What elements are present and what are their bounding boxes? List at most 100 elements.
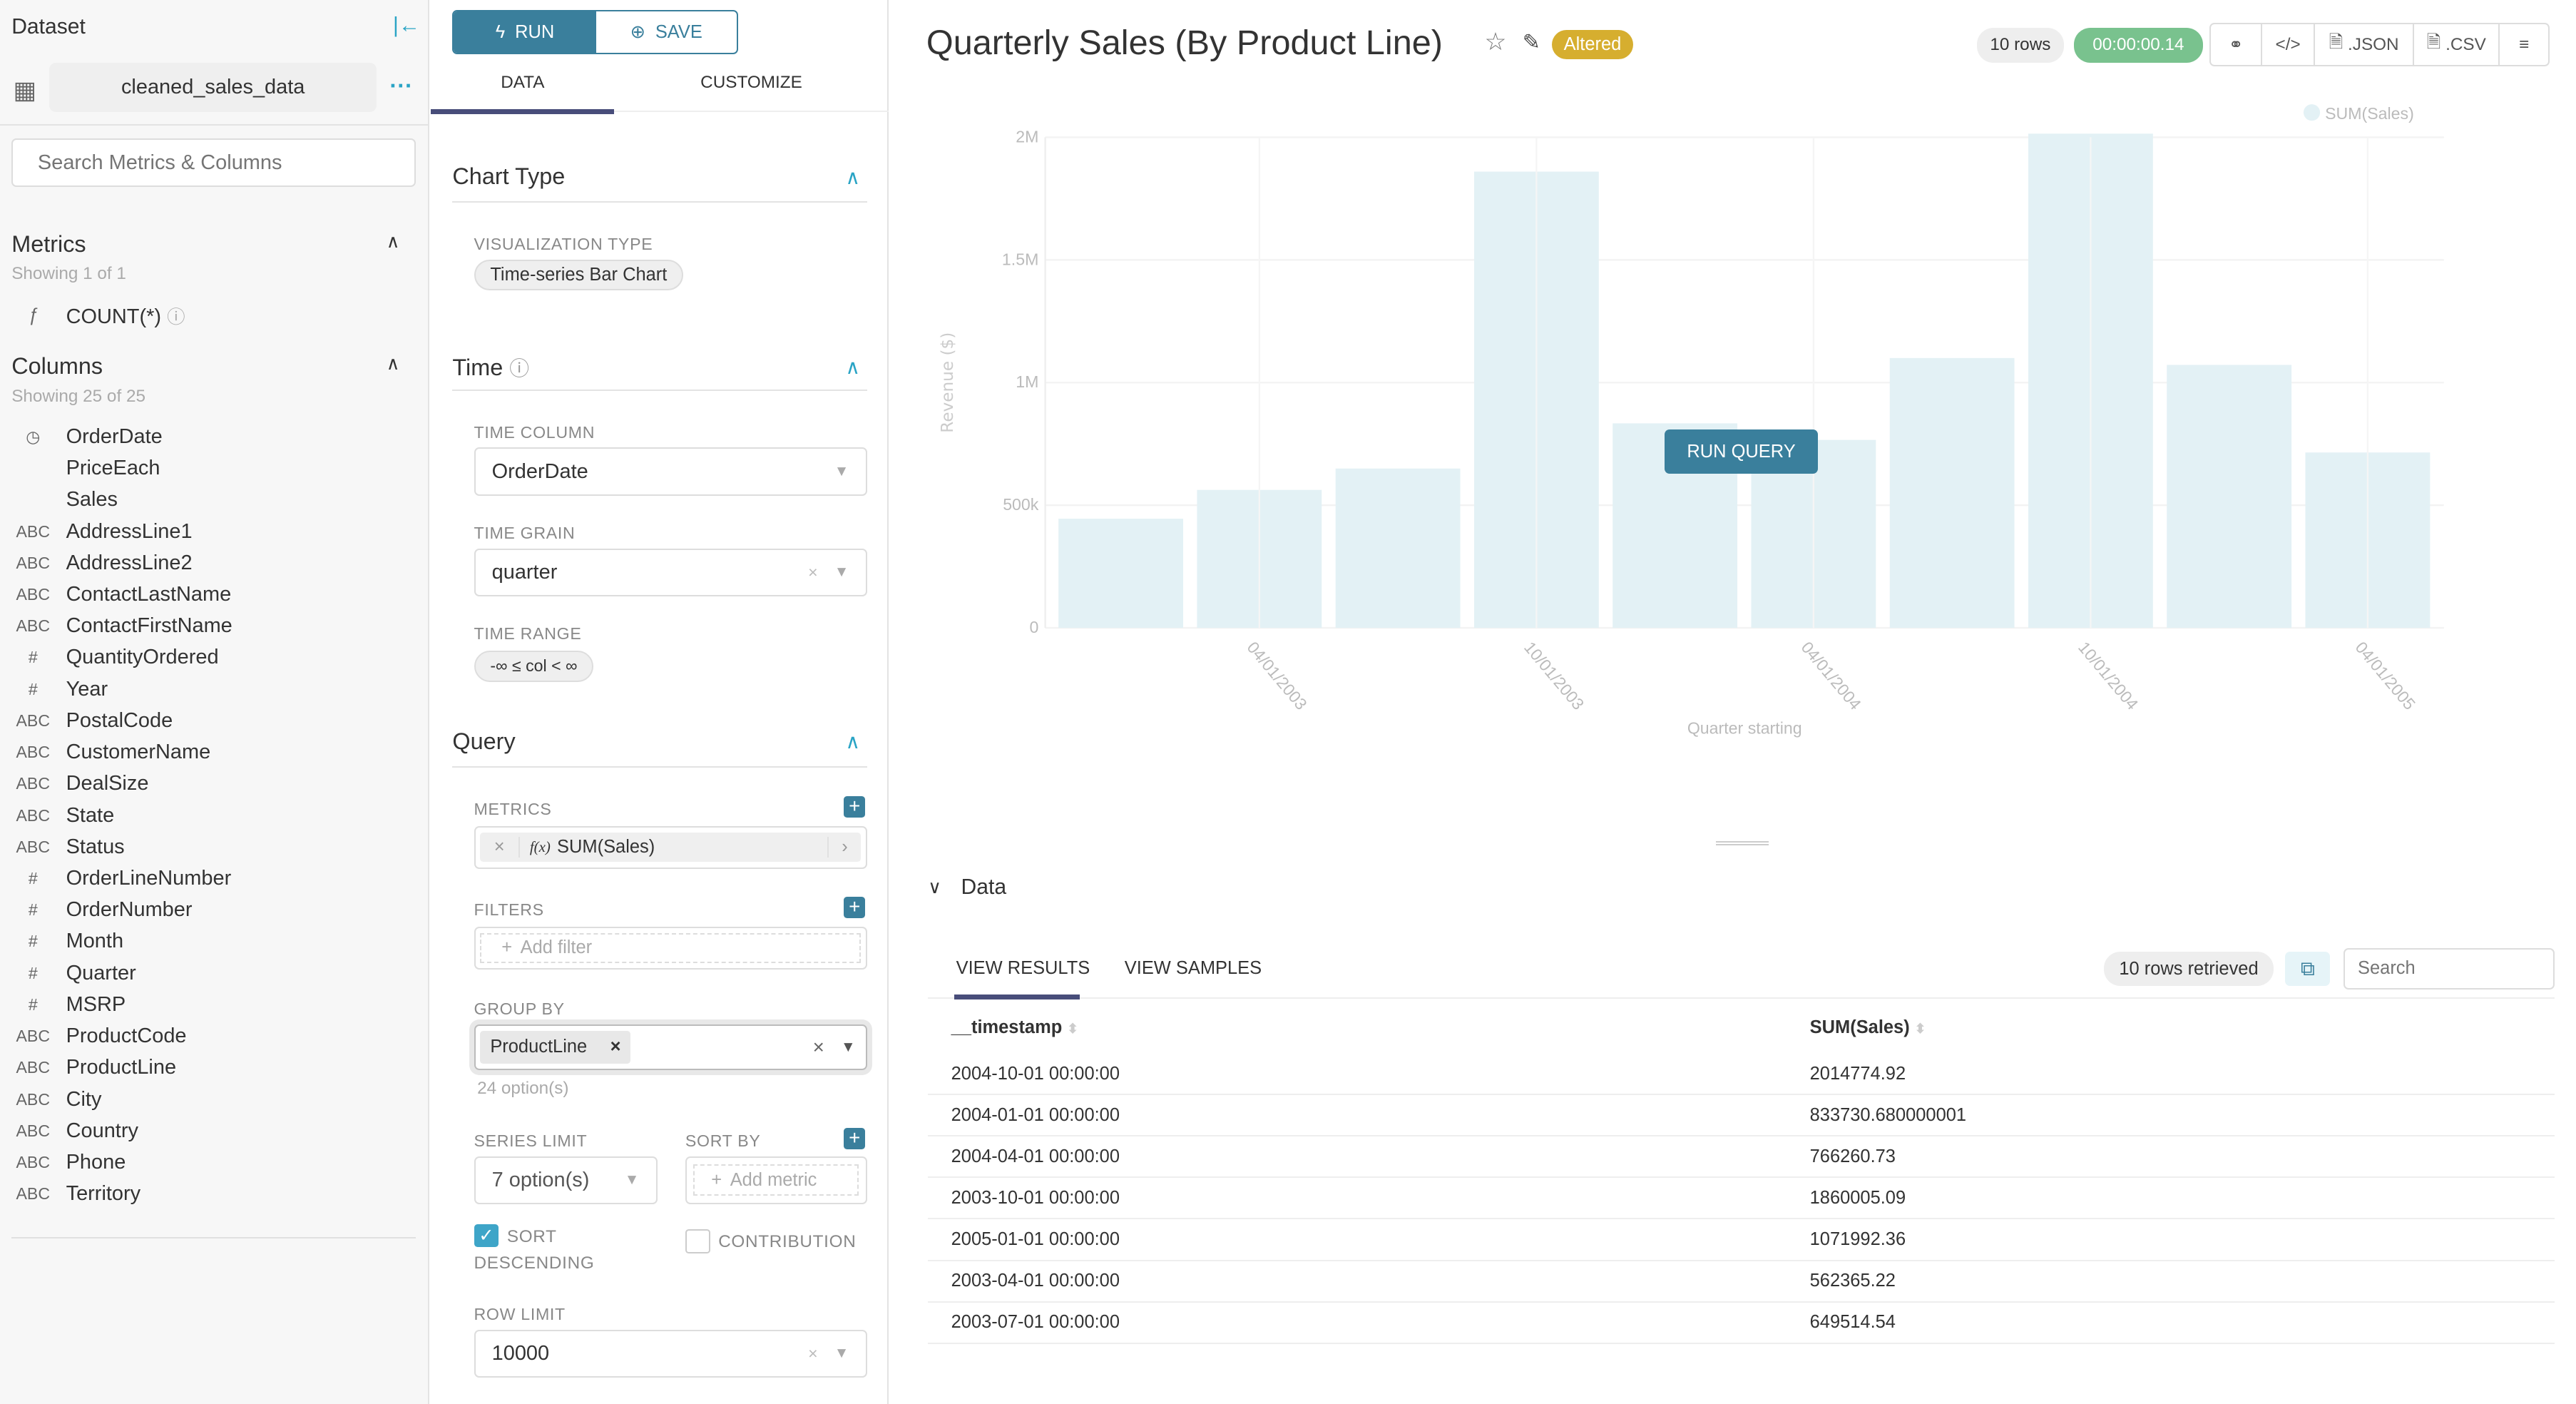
save-button[interactable]: ⊕ SAVE xyxy=(596,11,737,54)
clear-icon[interactable]: × xyxy=(808,1343,818,1363)
export-csv-button[interactable]: 🗎 .CSV xyxy=(2414,23,2500,66)
clear-icon[interactable]: × xyxy=(808,562,818,581)
column-item[interactable]: ABC Country xyxy=(0,1115,413,1146)
search-metrics-input[interactable] xyxy=(11,138,416,187)
column-item[interactable]: ABC Status xyxy=(0,831,413,863)
chart-area xyxy=(889,0,2576,1404)
table-cell: 2004-10-01 00:00:00 xyxy=(951,1063,1120,1084)
column-label: ContactFirstName xyxy=(66,614,232,638)
chevron-up-icon[interactable]: ∧ xyxy=(386,354,400,375)
column-item[interactable]: ABC AddressLine2 xyxy=(0,547,413,579)
column-header-label: SUM(Sales) xyxy=(1809,1017,1910,1038)
column-item[interactable]: ABC ContactLastName xyxy=(0,579,413,611)
embed-code-button[interactable]: </> xyxy=(2262,23,2316,66)
add-filter-plus-button[interactable]: + xyxy=(844,897,866,919)
export-json-button[interactable]: 🗎 .JSON xyxy=(2315,23,2415,66)
tab-customize[interactable]: CUSTOMIZE xyxy=(700,72,802,92)
column-item[interactable]: # Month xyxy=(0,926,413,957)
run-query-button[interactable]: RUN QUERY xyxy=(1664,429,1819,474)
star-icon[interactable]: ☆ xyxy=(1484,29,1507,56)
time-range-selector[interactable]: -∞ ≤ col < ∞ xyxy=(474,651,594,683)
series-limit-select[interactable]: 7 option(s) ▼ xyxy=(474,1156,658,1204)
string-type-icon: ABC xyxy=(16,1121,51,1140)
chevron-up-icon[interactable]: ∧ xyxy=(845,731,860,753)
column-item[interactable]: PriceEach xyxy=(0,453,413,484)
viz-type-selector[interactable]: Time-series Bar Chart xyxy=(474,259,684,291)
column-item[interactable]: ABC Phone xyxy=(0,1147,413,1179)
metric-item[interactable]: COUNT(*) ⓘ xyxy=(66,302,185,329)
column-item[interactable]: ABC City xyxy=(0,1084,413,1115)
group-by-select[interactable]: ProductLine × × ▼ xyxy=(474,1024,867,1071)
sort-icon[interactable]: ⬍ xyxy=(1067,1021,1078,1037)
row-limit-value: 10000 xyxy=(491,1341,550,1365)
more-options-icon[interactable]: ··· xyxy=(389,72,413,98)
chevron-right-icon[interactable]: › xyxy=(827,836,860,858)
remove-icon[interactable]: × xyxy=(480,836,520,858)
tab-view-results[interactable]: VIEW RESULTS xyxy=(956,957,1090,978)
chevron-down-icon[interactable]: ∨ xyxy=(928,878,941,898)
row-limit-label: ROW LIMIT xyxy=(474,1305,566,1324)
column-item[interactable]: # MSRP xyxy=(0,989,413,1020)
column-item[interactable]: ABC AddressLine1 xyxy=(0,516,413,547)
add-sort-metric-button[interactable]: + Add metric xyxy=(693,1164,859,1196)
add-metric-button[interactable]: + xyxy=(844,796,866,818)
plus-icon: + xyxy=(501,937,513,958)
column-item[interactable]: # OrderNumber xyxy=(0,895,413,926)
data-section-title[interactable]: Data xyxy=(961,875,1007,900)
run-button[interactable]: ϟ RUN xyxy=(454,11,596,54)
edit-icon[interactable]: ✎ xyxy=(1522,30,1540,54)
sort-descending-checkbox[interactable]: ✓ xyxy=(474,1224,499,1248)
column-item[interactable]: ABC PostalCode xyxy=(0,705,413,736)
time-grain-select[interactable]: quarter × ▼ xyxy=(474,548,867,596)
column-item[interactable]: # QuantityOrdered xyxy=(0,642,413,673)
table-search-input[interactable] xyxy=(2343,948,2555,990)
contribution-checkbox[interactable] xyxy=(685,1228,710,1254)
column-item[interactable]: # OrderLineNumber xyxy=(0,863,413,895)
column-item[interactable]: ABC ProductLine xyxy=(0,1052,413,1084)
caret-down-icon[interactable]: ▼ xyxy=(841,1038,856,1055)
add-sort-button[interactable]: + xyxy=(844,1128,866,1150)
chevron-up-icon[interactable]: ∧ xyxy=(386,232,400,253)
more-menu-button[interactable]: ≡ xyxy=(2500,23,2550,66)
table-row: 2003-10-01 00:00:00 1860005.09 xyxy=(928,1179,2555,1220)
column-item[interactable]: # Quarter xyxy=(0,957,413,989)
metric-tag[interactable]: × f(x) SUM(Sales) › xyxy=(480,832,861,863)
altered-badge[interactable]: Altered xyxy=(1552,29,1633,60)
column-header-timestamp[interactable]: __timestamp ⬍ xyxy=(951,1017,1078,1038)
column-item[interactable]: ABC CustomerName xyxy=(0,737,413,768)
column-item[interactable]: ABC ContactFirstName xyxy=(0,611,413,642)
sort-descending-label-2: DESCENDING xyxy=(474,1253,595,1273)
time-column-select[interactable]: OrderDate ▼ xyxy=(474,447,867,496)
column-item[interactable]: ABC Territory xyxy=(0,1179,413,1210)
column-item[interactable]: ABC DealSize xyxy=(0,768,413,800)
help-icon[interactable]: ⓘ xyxy=(167,307,185,327)
chevron-up-icon[interactable]: ∧ xyxy=(845,166,860,188)
link-button[interactable]: ⚭ xyxy=(2209,23,2263,66)
chart-title[interactable]: Quarterly Sales (By Product Line) xyxy=(926,24,1443,63)
tab-data[interactable]: DATA xyxy=(501,72,545,92)
resize-handle[interactable] xyxy=(1715,840,1769,846)
column-label: QuantityOrdered xyxy=(66,646,219,669)
tab-view-samples[interactable]: VIEW SAMPLES xyxy=(1124,957,1262,978)
column-item[interactable]: Sales xyxy=(0,484,413,516)
column-item[interactable]: ◷ OrderDate xyxy=(0,421,413,452)
chevron-up-icon[interactable]: ∧ xyxy=(845,355,860,378)
string-type-icon: ABC xyxy=(16,774,51,793)
dataset-name[interactable]: cleaned_sales_data xyxy=(49,62,377,113)
row-limit-select[interactable]: 10000 × ▼ xyxy=(474,1329,867,1378)
clear-icon[interactable]: × xyxy=(812,1035,824,1058)
string-type-icon: ABC xyxy=(16,1184,51,1204)
info-icon[interactable]: ⓘ xyxy=(509,357,529,380)
run-label: RUN xyxy=(515,21,555,42)
remove-tag-icon[interactable]: × xyxy=(610,1037,621,1057)
add-filter-button[interactable]: + Add filter xyxy=(480,932,861,963)
legend-marker xyxy=(2303,103,2321,121)
column-item[interactable]: ABC ProductCode xyxy=(0,1021,413,1052)
copy-button[interactable]: ⧉ xyxy=(2285,951,2330,987)
string-type-icon: ABC xyxy=(16,616,51,636)
collapse-sidebar-icon[interactable]: |← xyxy=(393,13,420,37)
column-item[interactable]: # Year xyxy=(0,673,413,705)
column-item[interactable]: ABC State xyxy=(0,800,413,831)
column-header-sum-sales[interactable]: SUM(Sales) ⬍ xyxy=(1810,1017,1926,1038)
sort-icon[interactable]: ⬍ xyxy=(1914,1021,1926,1037)
